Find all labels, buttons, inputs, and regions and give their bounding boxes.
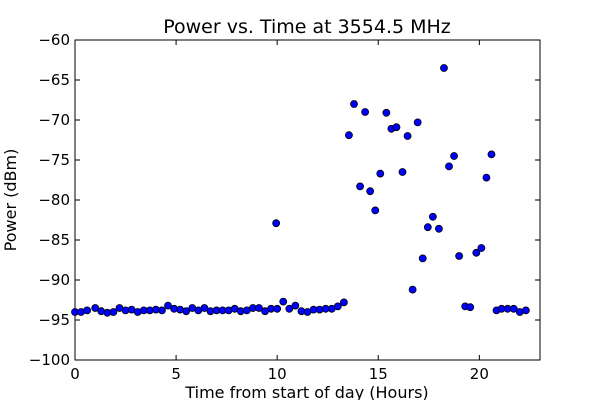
y-tick-label: −70 [38, 111, 70, 129]
plot-area [71, 39, 541, 361]
data-point [418, 254, 427, 263]
data-point [472, 248, 481, 257]
data-point [361, 108, 370, 116]
x-tick-label: 5 [171, 365, 181, 383]
data-point [109, 308, 118, 316]
y-tick-label: −75 [38, 151, 70, 169]
data-point [521, 306, 530, 315]
data-point [255, 304, 263, 312]
data-point [285, 304, 294, 313]
data-point [182, 307, 191, 316]
data-point [164, 301, 172, 310]
x-tick-label: 10 [268, 365, 287, 383]
data-point [392, 123, 401, 132]
x-tick-label: 0 [70, 365, 80, 383]
data-point [333, 302, 342, 311]
data-point [291, 301, 300, 310]
x-tick-label: 15 [369, 365, 388, 383]
data-point [477, 244, 486, 252]
data-point [200, 304, 209, 312]
data-point [487, 150, 496, 159]
data-point [445, 162, 453, 171]
y-tick-label: −85 [38, 231, 70, 249]
x-tick-label: 20 [470, 365, 489, 383]
data-point [423, 223, 432, 232]
data-point [273, 304, 282, 313]
data-point [158, 306, 166, 315]
y-tick-label: −100 [29, 351, 70, 369]
data-point [345, 131, 353, 140]
data-point [435, 224, 443, 233]
data-point [466, 303, 475, 312]
data-point [339, 298, 348, 307]
data-point [83, 306, 92, 315]
data-point [371, 206, 380, 215]
y-tick-label: −60 [38, 31, 70, 49]
data-point [455, 252, 464, 260]
y-tick-label: −95 [38, 311, 70, 329]
data-point [509, 304, 518, 313]
data-point [403, 132, 412, 140]
data-point [376, 169, 385, 178]
y-tick-label: −65 [38, 71, 70, 89]
y-axis: −100 −95 −90 −85 −80 −75 −70 −65 −60 [29, 31, 540, 369]
data-point [413, 118, 422, 127]
y-axis-title: Power (dBm) [1, 149, 20, 252]
data-markers [71, 64, 530, 317]
data-point [366, 187, 375, 196]
data-point [440, 64, 448, 72]
y-tick-label: −90 [38, 271, 70, 289]
chart-title: Power vs. Time at 3554.5 MHz [163, 16, 451, 38]
data-point [408, 285, 417, 294]
y-tick-label: −80 [38, 191, 70, 209]
data-point [91, 304, 100, 312]
data-point [272, 219, 281, 228]
data-point [382, 108, 391, 117]
data-point [482, 173, 491, 182]
data-point [450, 152, 458, 160]
data-point [398, 168, 407, 176]
x-axis-title: Time from start of day (Hours) [184, 383, 428, 400]
data-point [428, 212, 437, 221]
data-point [356, 182, 364, 191]
data-point [350, 100, 358, 108]
data-point [279, 297, 288, 306]
x-axis: 0 5 10 15 20 [70, 40, 489, 383]
